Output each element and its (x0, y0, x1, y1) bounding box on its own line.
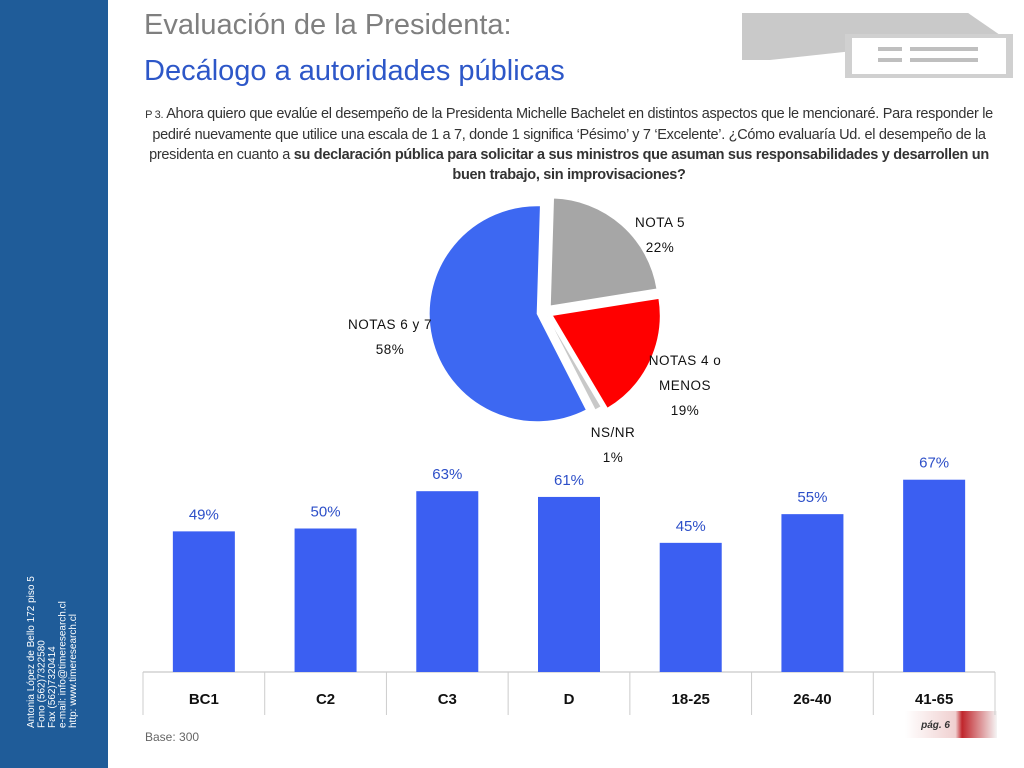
pie-category: NOTAS 6 y 7 (347, 317, 433, 332)
pie-slice (428, 205, 588, 423)
bar (172, 531, 235, 672)
pie-category: NS/NR (590, 425, 636, 440)
value-label: 61% (554, 472, 584, 489)
sidebar-text: Antonia López de Bello 172 piso 5 Fono (5… (26, 576, 79, 728)
pie-label: NS/NR 1% (570, 420, 656, 470)
bar (538, 496, 600, 672)
value-label: 50% (311, 504, 341, 521)
category-label: C3 (438, 691, 457, 708)
page-badge (905, 711, 997, 738)
category-label: D (564, 691, 575, 708)
bar (416, 491, 479, 672)
value-label: 55% (797, 489, 827, 506)
address-line: Fono (562)7322580 (37, 640, 48, 728)
address-line: http: www.timeresearch.cl (68, 614, 79, 728)
question-number: P 3. (145, 109, 164, 121)
address-line: e-mail: info@timeresearch.cl (58, 601, 69, 728)
sidebar (0, 0, 108, 768)
category-label: 18-25 (672, 691, 710, 708)
address-line: Antonia López de Bello 172 piso 5 (26, 576, 37, 728)
category-label: C2 (316, 691, 335, 708)
pie-value: 58% (375, 342, 405, 357)
pie-category: NOTA 5 (634, 215, 685, 230)
logo (742, 13, 1013, 78)
pie-value: 22% (645, 240, 675, 255)
subtitle: Decálogo a autoridades públicas (144, 55, 565, 87)
bar (781, 514, 844, 672)
title: Evaluación de la Presidenta: (144, 9, 512, 41)
question-text: Ahora quiero que evalúe el desempeño de … (149, 106, 993, 163)
value-label: 63% (432, 466, 462, 483)
pie-label: NOTAS 6 y 7 58% (330, 312, 450, 362)
pie-label: NOTAS 4 o MENOS 19% (640, 348, 730, 423)
page-number: pág. 6 (920, 720, 950, 731)
value-label: 45% (676, 518, 706, 535)
pie-value: 19% (670, 403, 700, 418)
bar (903, 479, 966, 672)
pie-slice (549, 197, 658, 307)
question-bold: su declaración pública para solicitar a … (293, 147, 989, 183)
pie-value: 1% (602, 450, 624, 465)
category-label: BC1 (189, 691, 219, 708)
pie-label: NOTA 5 22% (600, 210, 720, 260)
pie-slice (545, 313, 602, 411)
value-label: 67% (919, 455, 949, 472)
bar (294, 528, 357, 672)
pie-category: NOTAS 4 o MENOS (648, 353, 722, 393)
value-label: 49% (189, 506, 219, 523)
bar (659, 542, 722, 672)
base: Base: 300 (145, 730, 199, 744)
address-line: Fax (562)7320414 (47, 646, 58, 728)
category-label: 26-40 (793, 691, 831, 708)
pie-slice (551, 297, 661, 409)
question: P 3. Ahora quiero que evalúe el desempeñ… (143, 104, 995, 185)
category-label: 41-65 (915, 691, 953, 708)
